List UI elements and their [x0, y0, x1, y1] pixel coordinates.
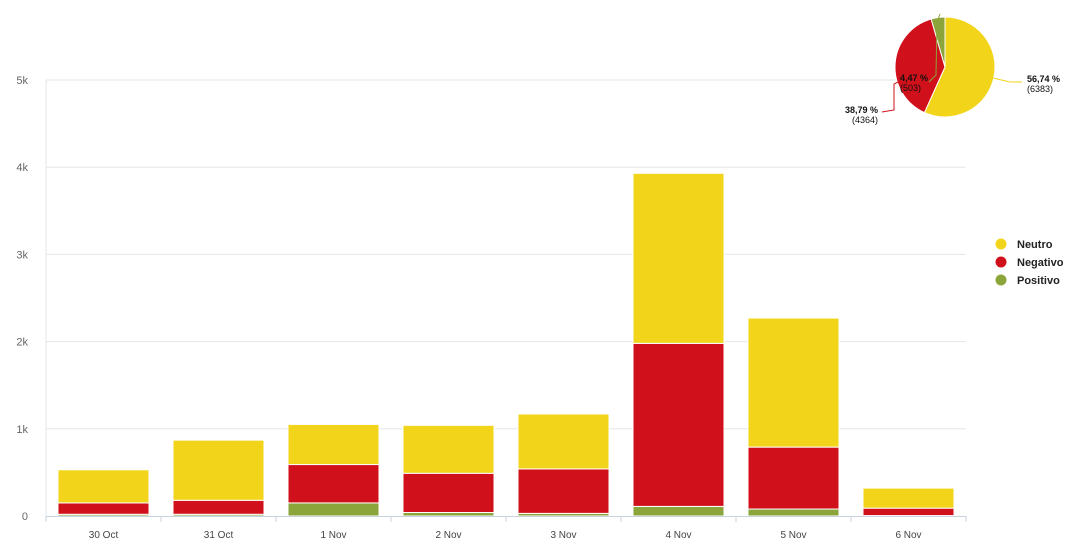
pie-label-connector: [993, 78, 1022, 82]
y-tick-label: 4k: [16, 162, 28, 174]
bar-neutro[interactable]: [518, 414, 609, 469]
bar-negativo[interactable]: [173, 500, 264, 514]
pie-chart: 56,74 %(6383) 38,79 %(4364) 4,47 %(503): [845, 14, 1060, 125]
x-axis-ticks: 30 Oct 31 Oct 1 Nov 2 Nov 3 Nov 4 Nov 5 Nov 6 N…: [89, 530, 922, 541]
bar-positivo[interactable]: [633, 506, 724, 516]
x-tick-label: 1 Nov: [320, 530, 346, 541]
bar-negativo[interactable]: [518, 469, 609, 513]
x-tick-label: 4 Nov: [665, 530, 691, 541]
bar-positivo[interactable]: [288, 503, 379, 516]
x-tick-label: 3 Nov: [550, 530, 576, 541]
bar-positivo[interactable]: [748, 509, 839, 516]
bar-negativo[interactable]: [288, 465, 379, 503]
y-tick-label: 0: [22, 511, 28, 523]
legend-swatch-positivo: [996, 275, 1007, 286]
legend-label-negativo[interactable]: Negativo: [1017, 257, 1064, 269]
bar-neutro[interactable]: [633, 173, 724, 343]
legend-label-positivo[interactable]: Positivo: [1017, 275, 1060, 287]
legend-label-neutro[interactable]: Neutro: [1017, 239, 1053, 251]
pie-label-connector: [882, 82, 898, 112]
bar-neutro[interactable]: [288, 424, 379, 464]
bar-negativo[interactable]: [748, 447, 839, 509]
pie-percent-label: 4,47 %: [900, 73, 928, 83]
bar-neutro[interactable]: [173, 440, 264, 500]
bar-negativo[interactable]: [863, 508, 954, 515]
legend-swatch-negativo: [996, 257, 1007, 268]
legend-swatch-neutro: [996, 239, 1007, 250]
pie-percent-label: 38,79 %: [845, 105, 878, 115]
pie-count-label: (6383): [1027, 84, 1053, 94]
bar-neutro[interactable]: [748, 318, 839, 447]
bar-negativo[interactable]: [633, 343, 724, 506]
bar-positivo[interactable]: [403, 513, 494, 516]
x-tick-label: 5 Nov: [780, 530, 806, 541]
legend: Neutro Negativo Positivo: [996, 239, 1064, 288]
x-tick-label: 30 Oct: [89, 530, 119, 541]
bar-series: [58, 173, 954, 516]
x-tick-label: 31 Oct: [204, 530, 234, 541]
bar-neutro[interactable]: [58, 470, 149, 503]
x-axis: [46, 516, 966, 522]
y-tick-label: 5k: [16, 75, 28, 87]
x-tick-label: 6 Nov: [895, 530, 921, 541]
bar-neutro[interactable]: [403, 425, 494, 473]
bar-negativo[interactable]: [403, 473, 494, 512]
y-tick-label: 3k: [16, 249, 28, 261]
x-tick-label: 2 Nov: [435, 530, 461, 541]
pie-count-label: (4364): [852, 115, 878, 125]
y-axis-ticks: 0 1k 2k 3k 4k 5k: [16, 75, 28, 523]
pie-count-label: (503): [900, 83, 921, 93]
pie-percent-label: 56,74 %: [1027, 74, 1060, 84]
y-tick-label: 1k: [16, 424, 28, 436]
bar-neutro[interactable]: [863, 488, 954, 508]
y-tick-label: 2k: [16, 337, 28, 349]
bar-negativo[interactable]: [58, 503, 149, 514]
